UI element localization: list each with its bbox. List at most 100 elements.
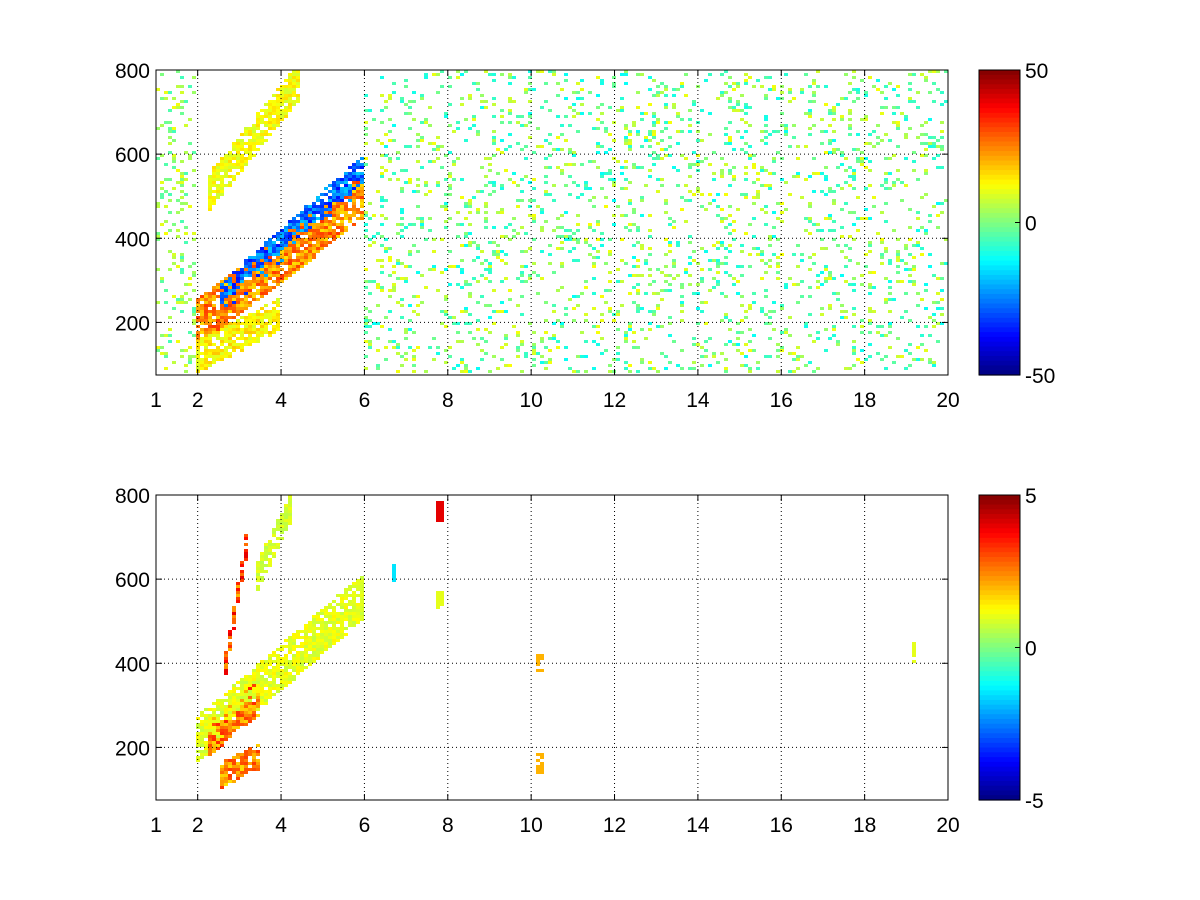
heatmap-cell <box>864 166 868 169</box>
colorbar-swatch <box>979 98 1020 104</box>
colorbar-swatch <box>979 685 1020 691</box>
heatmap-cell <box>264 253 268 256</box>
heatmap-cell <box>532 151 536 154</box>
heatmap-cell <box>644 136 648 139</box>
heatmap-cell <box>804 145 808 148</box>
heatmap-cell <box>280 250 284 253</box>
heatmap-cell <box>200 337 204 340</box>
heatmap-cell <box>880 112 884 115</box>
heatmap-cell <box>340 615 344 618</box>
heatmap-cell <box>924 193 928 196</box>
heatmap-cell <box>884 85 888 88</box>
heatmap-cell <box>700 160 704 163</box>
heatmap-cell <box>312 624 316 627</box>
heatmap-cell <box>240 753 244 756</box>
x-tick-label: 6 <box>359 814 371 837</box>
heatmap-cell <box>708 268 712 271</box>
heatmap-cell <box>588 160 592 163</box>
heatmap-cell <box>284 106 288 109</box>
heatmap-cell <box>244 552 248 555</box>
heatmap-cell <box>328 199 332 202</box>
heatmap-cell <box>580 331 584 334</box>
colorbar-swatch <box>979 566 1020 572</box>
heatmap-cell <box>700 280 704 283</box>
heatmap-cell <box>576 241 580 244</box>
heatmap-cell <box>768 322 772 325</box>
heatmap-cell <box>212 325 216 328</box>
heatmap-cell <box>824 178 828 181</box>
heatmap-cell <box>440 519 444 522</box>
heatmap-cell <box>740 94 744 97</box>
heatmap-cell <box>268 322 272 325</box>
heatmap-cell <box>332 220 336 223</box>
heatmap-cell <box>204 735 208 738</box>
heatmap-cell <box>236 280 240 283</box>
heatmap-cell <box>724 247 728 250</box>
heatmap-cell <box>636 259 640 262</box>
colorbar-swatch <box>979 227 1020 233</box>
heatmap-cell <box>232 696 236 699</box>
heatmap-cell <box>648 235 652 238</box>
heatmap-cell <box>384 145 388 148</box>
heatmap-cell <box>824 280 828 283</box>
heatmap-cell <box>412 364 416 367</box>
heatmap-cell <box>236 774 240 777</box>
heatmap-cell <box>624 340 628 343</box>
heatmap-cell <box>768 88 772 91</box>
heatmap-cell <box>348 214 352 217</box>
heatmap-cell <box>232 298 236 301</box>
heatmap-cell <box>828 277 832 280</box>
heatmap-cell <box>220 765 224 768</box>
heatmap-cell <box>620 109 624 112</box>
heatmap-cell <box>248 268 252 271</box>
heatmap-cell <box>724 316 728 319</box>
heatmap-cell <box>308 211 312 214</box>
heatmap-cell <box>604 130 608 133</box>
heatmap-cell <box>516 349 520 352</box>
heatmap-cell <box>828 109 832 112</box>
heatmap-cell <box>236 142 240 145</box>
heatmap-cell <box>340 220 344 223</box>
heatmap-cell <box>784 286 788 289</box>
heatmap-cell <box>268 115 272 118</box>
heatmap-cell <box>592 205 596 208</box>
heatmap-cell <box>328 235 332 238</box>
heatmap-cell <box>280 669 284 672</box>
heatmap-cell <box>248 768 252 771</box>
heatmap-cell <box>212 295 216 298</box>
heatmap-cell <box>912 244 916 247</box>
heatmap-cell <box>288 660 292 663</box>
heatmap-cell <box>168 193 172 196</box>
heatmap-cell <box>240 699 244 702</box>
heatmap-cell <box>336 190 340 193</box>
heatmap-cell <box>768 238 772 241</box>
heatmap-cell <box>596 145 600 148</box>
heatmap-cell <box>924 76 928 79</box>
heatmap-cell <box>344 172 348 175</box>
heatmap-cell <box>576 112 580 115</box>
heatmap-cell <box>936 277 940 280</box>
heatmap-cell <box>508 100 512 103</box>
heatmap-cell <box>752 85 756 88</box>
heatmap-cell <box>312 645 316 648</box>
heatmap-cell <box>780 157 784 160</box>
heatmap-cell <box>324 627 328 630</box>
heatmap-cell <box>740 331 744 334</box>
heatmap-cell <box>384 154 388 157</box>
heatmap-cell <box>576 196 580 199</box>
heatmap-cell <box>360 603 364 606</box>
heatmap-cell <box>760 277 764 280</box>
heatmap-cell <box>312 657 316 660</box>
heatmap-cell <box>320 208 324 211</box>
heatmap-cell <box>200 723 204 726</box>
heatmap-cell <box>624 136 628 139</box>
heatmap-cell <box>208 175 212 178</box>
heatmap-cell <box>212 702 216 705</box>
heatmap-cell <box>752 334 756 337</box>
heatmap-cell <box>696 322 700 325</box>
heatmap-cell <box>860 163 864 166</box>
heatmap-cell <box>232 615 236 618</box>
heatmap-cell <box>196 355 200 358</box>
heatmap-cell <box>260 274 264 277</box>
heatmap-cell <box>900 355 904 358</box>
